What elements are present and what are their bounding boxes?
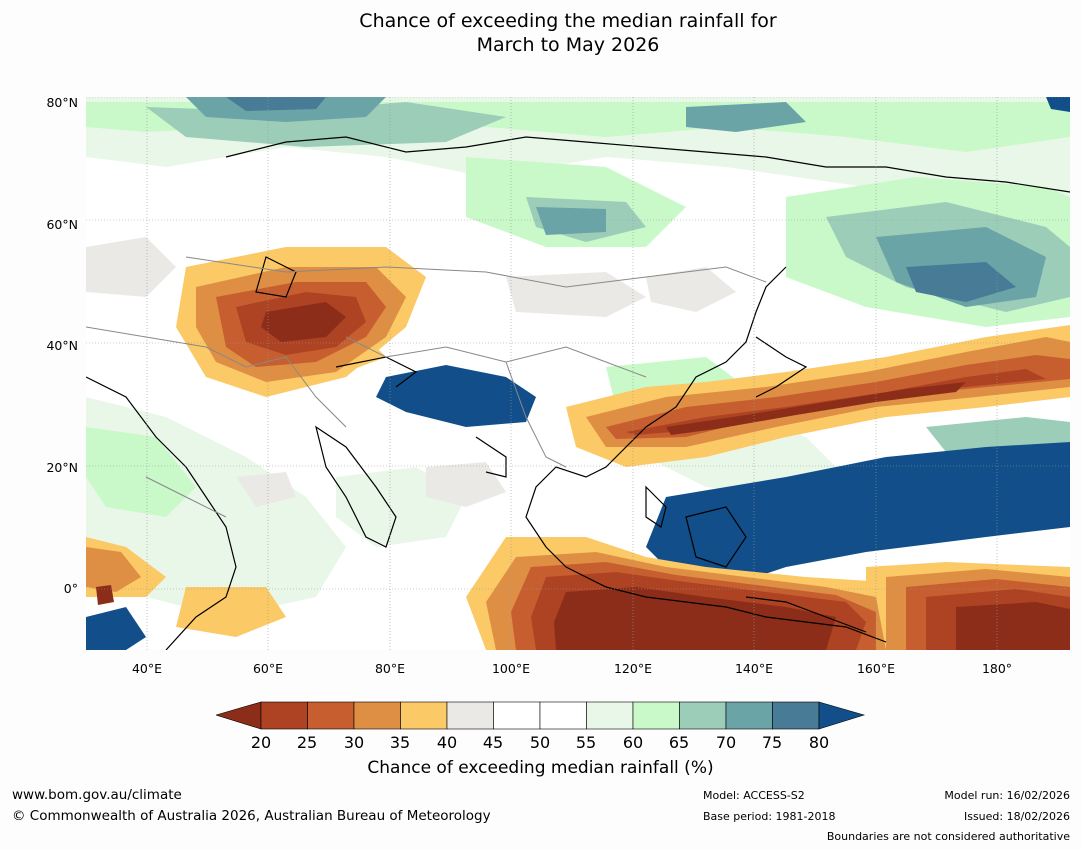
base-period-text: Base period: 1981-2018 <box>703 810 836 823</box>
colorbar-bin-25-30 <box>307 701 355 730</box>
colorbar-bin-35-40 <box>400 701 448 730</box>
lon-label-160e: 160°E <box>856 661 895 676</box>
colorbar-bin-60-65 <box>632 701 680 730</box>
lon-label-60e: 60°E <box>252 661 284 676</box>
colorbar-bin-55-60 <box>586 701 634 730</box>
dark-brown-regions <box>96 302 1070 650</box>
dark-blue-regions <box>86 97 1070 650</box>
lon-label-40e: 40°E <box>131 661 163 676</box>
colorbar-tick-35: 35 <box>389 733 411 752</box>
lon-label-180: 180° <box>981 661 1013 676</box>
colorbar-tick-55: 55 <box>575 733 597 752</box>
blue-grey-regions <box>226 97 1016 302</box>
colorbar-tick-80: 80 <box>808 733 830 752</box>
colorbar-bin-30-35 <box>353 701 401 730</box>
colorbar-bin-65-70 <box>679 701 727 730</box>
colorbar-bin-45-50 <box>493 701 541 730</box>
colorbar-bin-75-80 <box>772 701 820 730</box>
lat-label-80n: 80°N <box>46 95 78 110</box>
lon-label-100e: 100°E <box>491 661 530 676</box>
colorbar-label: Chance of exceeding median rainfall (%) <box>367 758 714 778</box>
colorbar-tick-40: 40 <box>436 733 458 752</box>
grey-regions <box>86 237 736 507</box>
disclaimer-text: Boundaries are not considered authoritat… <box>826 830 1070 843</box>
colorbar-tick-75: 75 <box>761 733 783 752</box>
lat-label-60n: 60°N <box>46 217 78 232</box>
colorbar-bin-40-45 <box>446 701 494 730</box>
lat-label-0: 0° <box>63 581 78 596</box>
colorbar-tick-30: 30 <box>343 733 365 752</box>
lat-label-40n: 40°N <box>46 338 78 353</box>
gridlines <box>86 97 1070 650</box>
colorbar-tick-60: 60 <box>622 733 644 752</box>
issued-text: Issued: 18/02/2026 <box>963 810 1070 823</box>
title-line-1: Chance of exceeding the median rainfall … <box>359 10 777 32</box>
colorbar-tick-65: 65 <box>668 733 690 752</box>
colorbar-bin-20-25 <box>260 701 308 730</box>
colorbar-tick-45: 45 <box>482 733 504 752</box>
website-link[interactable]: www.bom.gov.au/climate <box>12 787 182 803</box>
colorbar-bin-50-55 <box>539 701 587 730</box>
chart-title: Chance of exceeding the median rainfall … <box>0 9 1081 57</box>
colorbar-high-arrow <box>818 701 866 730</box>
colorbar <box>216 701 866 730</box>
model-text: Model: ACCESS-S2 <box>703 789 805 802</box>
colorbar-tick-25: 25 <box>296 733 318 752</box>
lon-label-120e: 120°E <box>613 661 652 676</box>
copyright-text: © Commonwealth of Australia 2026, Austra… <box>12 808 491 824</box>
title-line-2: March to May 2026 <box>476 34 660 56</box>
lon-label-80e: 80°E <box>374 661 406 676</box>
colorbar-tick-50: 50 <box>529 733 551 752</box>
lon-label-140e: 140°E <box>734 661 773 676</box>
borders <box>86 256 767 518</box>
model-run-text: Model run: 16/02/2026 <box>944 789 1070 802</box>
rainfall-map <box>86 97 1070 650</box>
colorbar-low-arrow <box>216 701 262 730</box>
colorbar-tick-70: 70 <box>715 733 737 752</box>
lat-label-20n: 20°N <box>46 460 78 475</box>
colorbar-tick-20: 20 <box>250 733 272 752</box>
colorbar-bin-70-75 <box>725 701 773 730</box>
